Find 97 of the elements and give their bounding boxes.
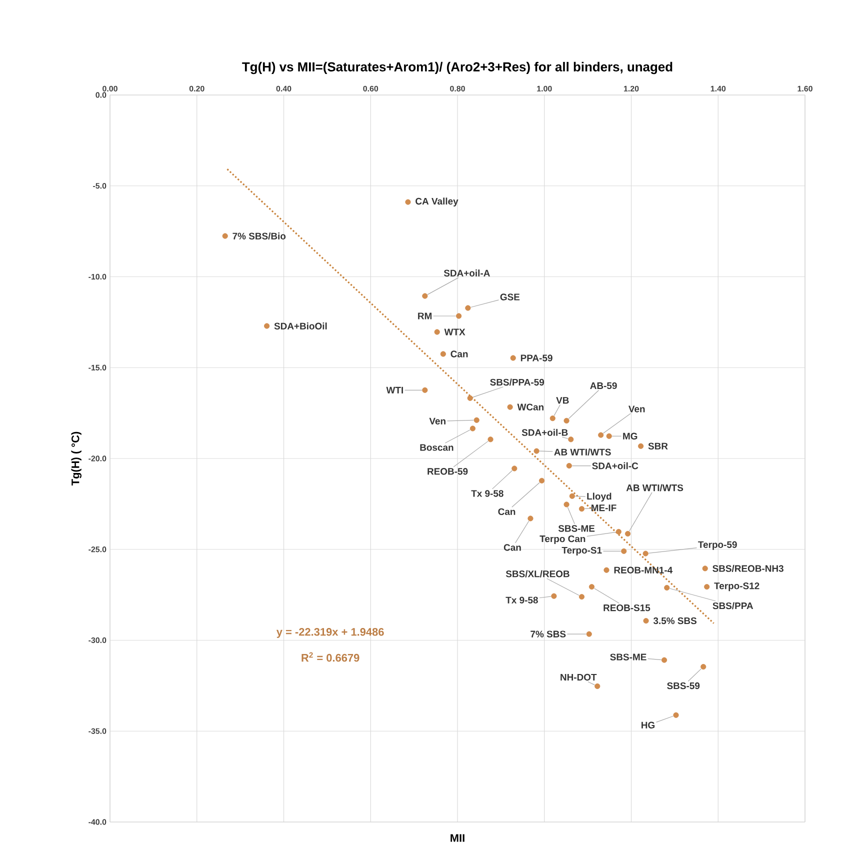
annotation: REOB-MN1-4 [614, 566, 673, 574]
point [528, 516, 534, 522]
point [661, 657, 668, 663]
annotation: SDA+BioOil [274, 322, 327, 330]
annotation: GSE [500, 294, 520, 300]
x-axis-title: MII [450, 834, 464, 842]
annotation: PPA-59 [520, 354, 552, 362]
point [456, 313, 462, 319]
point [606, 433, 612, 439]
annotation: Can [498, 508, 516, 516]
annotation: Tx 9-58 [506, 596, 538, 604]
point [604, 567, 610, 573]
point [510, 355, 516, 361]
point [578, 594, 585, 600]
annotation: Ven [429, 418, 446, 424]
point [598, 432, 604, 438]
point [551, 593, 557, 599]
annotation: SDA+oil-A [444, 270, 490, 276]
point [534, 448, 540, 454]
annotation: VB [556, 397, 569, 404]
annotation: y = -22.319x + 1.9486 [276, 628, 384, 638]
annotation: Boscan [420, 444, 454, 451]
point [624, 530, 631, 537]
annotation: AB-59 [590, 382, 617, 390]
annotation: NH-DOT [560, 674, 597, 681]
point [422, 293, 428, 299]
annotation: RM [418, 312, 432, 320]
point [616, 528, 622, 535]
annotation: HG [642, 722, 655, 728]
point [638, 443, 644, 449]
point [538, 478, 545, 484]
annotation: SBS-59 [667, 682, 700, 690]
point [568, 436, 574, 442]
annotation: Terpo-S1 [562, 546, 602, 556]
point [470, 426, 476, 432]
annotation: Terpo-59 [698, 541, 737, 550]
point [588, 584, 595, 590]
point [488, 436, 494, 442]
annotation: REOB-59 [428, 468, 468, 475]
point [566, 462, 572, 469]
point [673, 712, 679, 718]
point [642, 550, 648, 556]
point [578, 506, 585, 512]
annotation: R$^{2}$ = 0.6679 [302, 652, 360, 662]
annotation: SBS/REOB-NH3 [712, 564, 784, 572]
point [643, 618, 649, 624]
point [507, 404, 513, 410]
point [264, 323, 270, 329]
point [586, 631, 592, 637]
point [704, 584, 710, 590]
annotation: SDA+oil-B [522, 428, 568, 436]
point [664, 584, 670, 591]
point [702, 566, 708, 572]
point [422, 387, 428, 393]
point [621, 548, 627, 554]
annotation: SBS/PPA-59 [490, 378, 544, 386]
annotation: WTX [444, 328, 466, 336]
point [440, 351, 446, 357]
annotation: REOB-S15 [604, 604, 650, 612]
point [465, 305, 471, 311]
annotation: SBS-ME [610, 654, 646, 660]
annotation: 3.5% SBS [653, 617, 697, 624]
annotation: SDA+oil-C [592, 462, 638, 470]
annotation: AB WTI/WTS [626, 484, 684, 492]
annotation: Tx 9-58 [471, 490, 504, 497]
annotation: Terpo Can [540, 535, 586, 544]
annotation: SBS-ME [558, 525, 595, 532]
annotation: ME-IF [591, 504, 616, 512]
point [467, 395, 473, 401]
annotation: SBS/XL/REOB [506, 570, 570, 578]
annotation: CA Valley [416, 198, 458, 206]
annotation: Can [504, 544, 521, 551]
annotation: WCan [517, 404, 544, 410]
annotation: AB WTI/WTS [554, 448, 611, 456]
y-axis-title: Tg(H) ( °C) [71, 432, 82, 486]
point [594, 683, 600, 690]
point [700, 664, 706, 670]
point [222, 233, 228, 239]
annotation: 7% SBS [530, 630, 566, 638]
annotation: MG [623, 432, 638, 440]
annotation: Ven [628, 406, 645, 412]
annotation: WTI [386, 386, 403, 394]
point [434, 329, 440, 335]
annotation: SBR [648, 442, 668, 450]
point [569, 493, 575, 499]
annotation: Lloyd [587, 492, 612, 502]
point [512, 466, 518, 472]
point [405, 199, 411, 205]
point [474, 417, 480, 423]
point [564, 418, 570, 424]
annotation: 7% SBS/Bio [232, 232, 286, 240]
point [550, 416, 556, 422]
annotation: Terpo-S12 [714, 582, 760, 592]
annotation: Can [450, 350, 468, 358]
annotation: SBS/PPA [712, 602, 754, 610]
chart-title: Tg(H) vs MII=(Saturates+Arom1)/ (Aro2+3+Res) for all binders, unaged [242, 62, 672, 74]
point [564, 502, 570, 508]
